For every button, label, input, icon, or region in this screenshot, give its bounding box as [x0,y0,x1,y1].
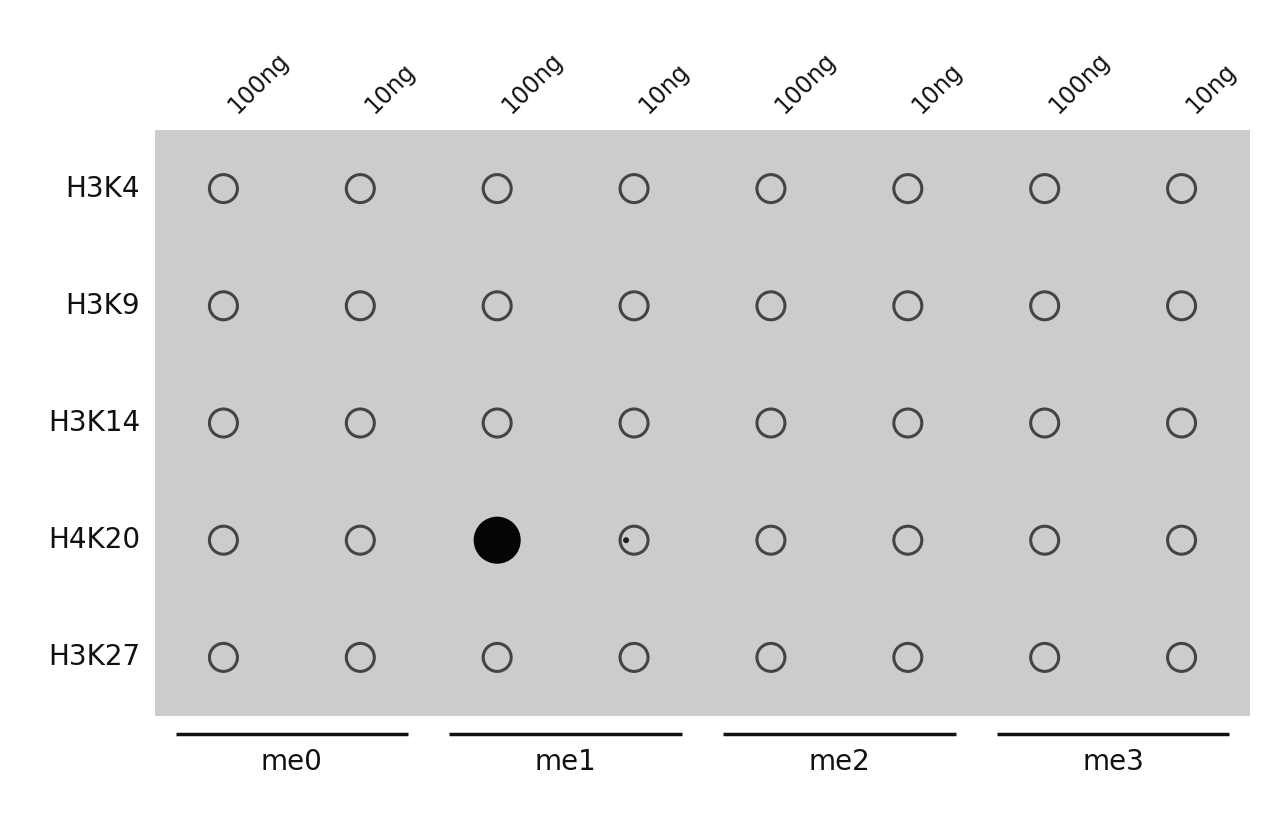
Circle shape [623,537,628,543]
Text: me3: me3 [1082,748,1144,776]
Text: me2: me2 [809,748,870,776]
Text: me0: me0 [261,748,323,776]
Bar [155,130,1251,716]
Text: 100ng: 100ng [771,48,841,118]
Text: 100ng: 100ng [1044,48,1115,118]
Text: H4K20: H4K20 [47,526,140,554]
Text: 10ng: 10ng [908,59,966,118]
Text: H3K27: H3K27 [47,643,140,672]
Text: 100ng: 100ng [224,48,293,118]
Text: 100ng: 100ng [497,48,567,118]
Text: H3K14: H3K14 [47,409,140,437]
Text: 10ng: 10ng [634,59,694,118]
Circle shape [475,518,520,562]
Text: H3K9: H3K9 [65,292,140,320]
Text: H3K4: H3K4 [65,175,140,202]
Text: me1: me1 [535,748,596,776]
Text: 10ng: 10ng [360,59,420,118]
Text: 10ng: 10ng [1181,59,1240,118]
